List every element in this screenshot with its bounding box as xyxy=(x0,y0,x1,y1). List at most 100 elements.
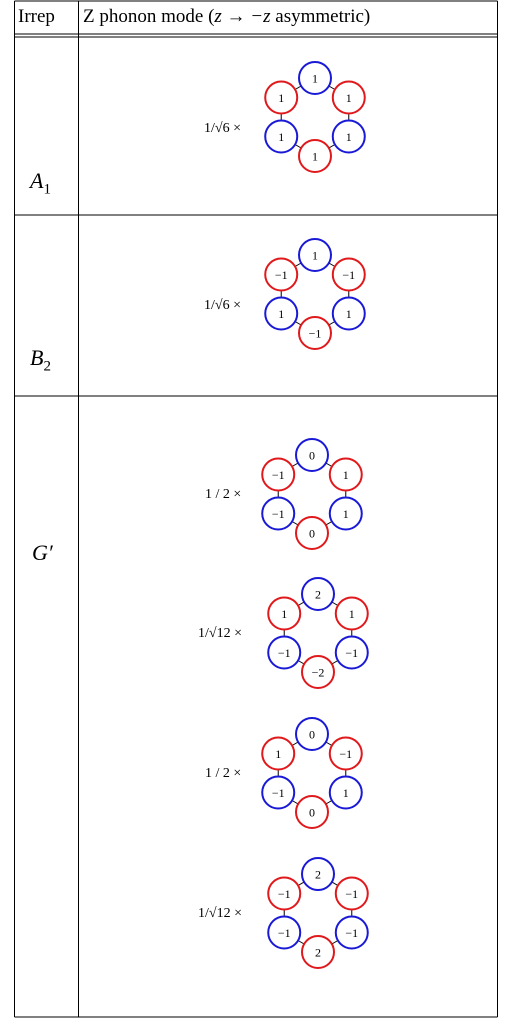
prefactor: 1/√6 × xyxy=(204,121,241,136)
hexagon-ring: 2 1 −1 −2 −1 1 xyxy=(267,577,369,689)
hexagon-ring: 1 −1 1 −1 1 −1 xyxy=(264,238,366,350)
atom-node xyxy=(261,775,296,810)
atom-value: −1 xyxy=(275,268,288,282)
atom-value: 0 xyxy=(309,449,315,463)
atom-value: 1 xyxy=(346,130,352,144)
atom-value: −1 xyxy=(278,926,291,940)
atom-value: 1 xyxy=(349,607,355,621)
atom-node xyxy=(328,457,363,492)
atom-value: −2 xyxy=(312,666,325,680)
atom-value: −1 xyxy=(278,887,291,901)
atom-node xyxy=(261,496,296,531)
atom-node xyxy=(328,496,363,531)
atom-node xyxy=(301,935,335,969)
atom-node xyxy=(334,596,369,631)
atom-node xyxy=(334,635,369,670)
atom-value: 1 xyxy=(312,72,318,86)
atom-value: 1 xyxy=(346,91,352,105)
atom-node xyxy=(298,139,332,173)
atom-node xyxy=(331,296,366,331)
atom-value: −1 xyxy=(278,646,291,660)
atom-value: 1 xyxy=(343,786,349,800)
atom-node xyxy=(267,596,302,631)
atom-node xyxy=(264,80,299,115)
atom-node xyxy=(334,876,369,911)
atom-node xyxy=(301,857,335,891)
atom-node xyxy=(264,119,299,154)
irrep-label-b2: B2 xyxy=(30,345,51,375)
irrep-label-gprime: G′ xyxy=(32,540,53,566)
hexagon-ring: 1 1 1 1 1 1 xyxy=(264,61,366,173)
atom-node xyxy=(267,635,302,670)
atom-node xyxy=(264,296,299,331)
atom-value: 1 xyxy=(346,307,352,321)
atom-value: −1 xyxy=(342,268,355,282)
atom-value: −1 xyxy=(272,468,285,482)
atom-value: −1 xyxy=(309,327,322,341)
hexagon-ring: 2 −1 −1 2 −1 −1 xyxy=(267,857,369,969)
header-irrep: Irrep xyxy=(18,2,55,32)
atom-value: 2 xyxy=(315,868,321,882)
irrep-letter: G′ xyxy=(32,540,53,565)
atom-node xyxy=(328,736,363,771)
atom-value: 0 xyxy=(309,806,315,820)
irrep-letter: A xyxy=(30,168,44,193)
atom-node xyxy=(331,257,366,292)
atom-node xyxy=(301,577,335,611)
atom-node xyxy=(298,61,332,95)
atom-value: −1 xyxy=(339,747,352,761)
atom-node xyxy=(295,516,329,550)
atom-value: 2 xyxy=(315,946,321,960)
atom-value: 1 xyxy=(281,607,287,621)
prefactor: 1 / 2 × xyxy=(205,766,242,781)
atom-node xyxy=(301,655,335,689)
header-mode-suffix: asymmetric) xyxy=(270,6,371,27)
header-mode-math: z → −z xyxy=(214,6,271,27)
atom-node xyxy=(334,915,369,950)
atom-node xyxy=(261,457,296,492)
atom-node xyxy=(331,119,366,154)
atom-value: 1 xyxy=(278,130,284,144)
atom-value: −1 xyxy=(345,646,358,660)
atom-value: 1 xyxy=(312,150,318,164)
prefactor: 1 / 2 × xyxy=(205,487,242,502)
header-mode-prefix: Z phonon mode ( xyxy=(83,6,215,27)
atom-value: 2 xyxy=(315,588,321,602)
atom-value: −1 xyxy=(272,507,285,521)
atom-value: −1 xyxy=(345,926,358,940)
atom-node xyxy=(295,438,329,472)
header-irrep-text: Irrep xyxy=(18,6,55,27)
irrep-label-a1: A1 xyxy=(30,168,51,198)
atom-node xyxy=(298,238,332,272)
atom-node xyxy=(331,80,366,115)
atom-node xyxy=(298,316,332,350)
atom-value: 1 xyxy=(312,249,318,263)
irrep-letter: B xyxy=(30,345,44,370)
atom-value: −1 xyxy=(345,887,358,901)
atom-value: 0 xyxy=(309,527,315,541)
atom-node xyxy=(295,795,329,829)
header-mode: Z phonon mode (z → −z asymmetric) xyxy=(83,2,370,32)
atom-value: 1 xyxy=(278,307,284,321)
irrep-subscript: 1 xyxy=(43,181,51,198)
atom-value: −1 xyxy=(272,786,285,800)
atom-value: 1 xyxy=(275,747,281,761)
atom-node xyxy=(328,775,363,810)
atom-value: 1 xyxy=(343,507,349,521)
hexagon-ring: 0 1 1 0 −1 −1 xyxy=(261,438,363,550)
atom-node xyxy=(261,736,296,771)
atom-node xyxy=(267,876,302,911)
prefactor: 1/√12 × xyxy=(198,626,242,641)
hexagon-ring: 0 −1 1 0 −1 1 xyxy=(261,717,363,829)
atom-value: 0 xyxy=(309,728,315,742)
prefactor: 1/√12 × xyxy=(198,906,242,921)
atom-node xyxy=(264,257,299,292)
atom-node xyxy=(267,915,302,950)
atom-value: 1 xyxy=(278,91,284,105)
irrep-subscript: 2 xyxy=(43,358,51,375)
atom-value: 1 xyxy=(343,468,349,482)
prefactor: 1/√6 × xyxy=(204,298,241,313)
